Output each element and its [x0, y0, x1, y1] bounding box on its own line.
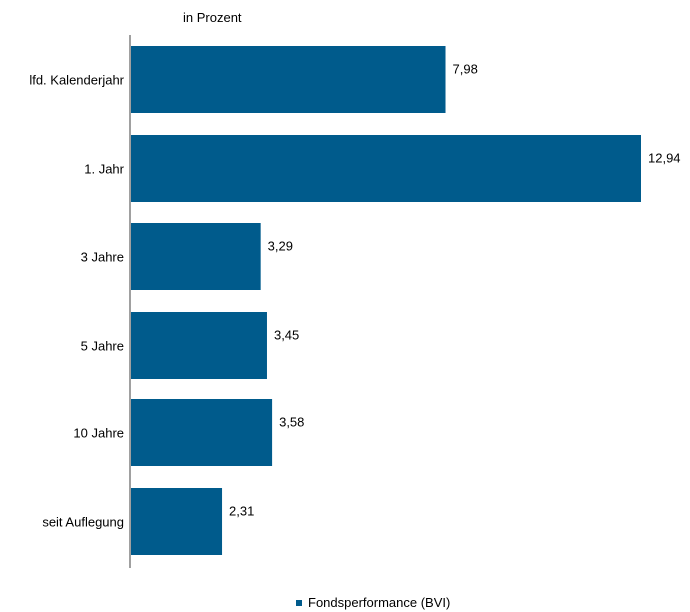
category-label-1: 1. Jahr: [84, 162, 124, 177]
bar-2: [131, 223, 261, 290]
legend-swatch: [296, 599, 302, 606]
value-label-1: 12,94: [648, 151, 681, 166]
bar-1: [131, 135, 641, 202]
bar-5: [131, 488, 223, 555]
value-label-2: 3,29: [268, 239, 293, 254]
legend: Fondsperformance (BVI): [296, 595, 450, 610]
legend-label: Fondsperformance (BVI): [308, 595, 451, 610]
unit-label: in Prozent: [183, 10, 242, 25]
category-label-3: 5 Jahre: [81, 339, 124, 354]
category-label-4: 10 Jahre: [73, 426, 124, 441]
value-label-3: 3,45: [274, 328, 299, 343]
category-label-5: seit Auflegung: [42, 515, 124, 530]
value-label-0: 7,98: [453, 62, 478, 77]
value-label-4: 3,58: [279, 415, 304, 430]
bar-0: [131, 46, 446, 113]
bar-3: [131, 312, 267, 379]
bar-4: [131, 399, 273, 466]
category-label-2: 3 Jahre: [81, 250, 124, 265]
category-label-0: lfd. Kalenderjahr: [29, 73, 124, 88]
value-label-5: 2,31: [229, 504, 254, 519]
